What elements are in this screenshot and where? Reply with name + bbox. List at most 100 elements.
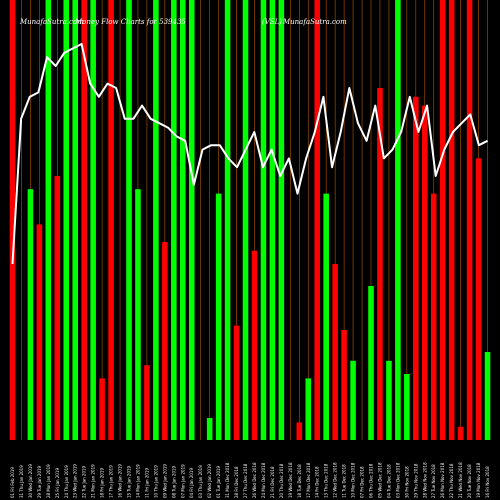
flow-bar <box>251 250 258 440</box>
symbol-label: (VSL) <box>262 18 282 26</box>
flow-bar <box>296 422 303 440</box>
flow-bar <box>126 0 132 440</box>
x-tick-label: 25 Fri Jan 2019 <box>55 468 60 498</box>
x-tick-label: 28 Mon Jan 2019 <box>46 464 51 498</box>
x-tick-label: 21 Fri Dec 2018 <box>270 466 275 498</box>
x-tick-label: 16 Wed Jan 2019 <box>118 464 123 498</box>
x-tick-label: 07 Fri Dec 2018 <box>360 466 365 498</box>
flow-bar <box>260 0 267 440</box>
flow-bar <box>171 0 177 440</box>
x-tick-label: 24 Thu Jan 2019 <box>64 465 69 498</box>
flow-bar <box>422 105 428 440</box>
x-tick-label: 02 Wed Jan 2019 <box>207 464 212 498</box>
flow-bar <box>466 0 473 440</box>
x-tick-label: 11 Fri Jan 2019 <box>144 468 149 498</box>
flow-bar <box>27 189 34 440</box>
x-tick-label: 01 Fri Feb 2019 <box>10 467 15 498</box>
x-tick-label: 08 Tue Jan 2019 <box>171 465 176 498</box>
chart-title: Money Flow Charts for 539435 <box>74 18 186 26</box>
x-tick-label: 26 Mon Nov 2018 <box>440 462 445 498</box>
x-tick-label: 09 Wed Jan 2019 <box>162 464 167 498</box>
x-tick-label: 29 Tue Jan 2019 <box>37 465 42 498</box>
x-tick-label: 13 Thu Dec 2018 <box>324 463 329 498</box>
flow-bar <box>404 374 410 440</box>
x-tick-label: 10 Mon Dec 2018 <box>351 462 356 498</box>
flow-bar <box>475 158 482 440</box>
flow-bar <box>144 365 150 440</box>
x-tick-label: 12 Wed Dec 2018 <box>333 462 338 498</box>
x-tick-label: 04 Fri Jan 2019 <box>189 468 194 498</box>
flow-bar <box>439 0 446 440</box>
x-tick-label: 06 Thu Dec 2018 <box>369 463 374 498</box>
x-tick-label: 19 Mon Nov 2018 <box>476 462 481 498</box>
x-tick-label: 29 Thu Nov 2018 <box>413 463 418 498</box>
x-tick-label: 03 Mon Dec 2018 <box>395 462 400 498</box>
flow-bar <box>224 0 231 440</box>
x-tick-label: 19 Wed Dec 2018 <box>288 462 293 498</box>
x-tick-label: 03 Thu Jan 2019 <box>198 465 203 498</box>
flow-bar <box>413 96 419 441</box>
x-tick-label: 04 Tue Dec 2018 <box>386 464 391 498</box>
x-tick-label: 16 Fri Nov 2018 <box>485 466 490 498</box>
flow-bar <box>135 189 141 440</box>
x-tick-label: 30 Wed Jan 2019 <box>28 464 33 498</box>
flow-bar <box>54 176 61 440</box>
x-tick-label: 27 Tue Nov 2018 <box>431 464 436 498</box>
flow-bar <box>484 352 491 440</box>
x-tick-label: 20 Thu Dec 2018 <box>279 463 284 498</box>
flow-bar <box>90 0 96 440</box>
x-tick-label: 17 Thu Jan 2019 <box>109 465 114 498</box>
flow-bar <box>99 378 105 440</box>
x-tick-label: 17 Mon Dec 2018 <box>306 462 311 498</box>
flow-bar <box>72 0 78 440</box>
x-tick-label: 31 Thu Jan 2019 <box>19 465 24 498</box>
x-tick-labels: 01 Fri Feb 2019 31 Thu Jan 2019 30 Wed Jan… <box>10 462 490 498</box>
x-tick-label: 11 Tue Dec 2018 <box>342 464 347 498</box>
flow-bar <box>269 0 276 440</box>
x-tick-label: 28 Fri Dec 2018 <box>234 466 239 498</box>
flow-bar <box>386 360 392 440</box>
flow-bar <box>206 418 213 440</box>
flow-bar <box>180 0 186 440</box>
flow-bar <box>63 0 70 440</box>
flow-bar <box>45 0 52 440</box>
flow-bar <box>153 0 159 440</box>
x-tick-label: 28 Wed Nov 2018 <box>422 462 427 498</box>
flow-bar <box>332 264 338 440</box>
x-tick-label: 18 Tue Dec 2018 <box>297 464 302 498</box>
x-tick-label: 24 Mon Dec 2018 <box>261 462 266 498</box>
flow-bar <box>278 0 285 440</box>
x-tick-label: 20 Tue Nov 2018 <box>467 464 472 498</box>
x-tick-label: 01 Tue Jan 2019 <box>216 465 221 498</box>
money-flow-line <box>11 43 488 265</box>
x-tick-label: 31 Mon Dec 2018 <box>225 462 230 498</box>
flow-bar <box>448 0 455 440</box>
flow-bar <box>162 242 168 440</box>
x-tick-label: 26 Wed Dec 2018 <box>252 462 257 498</box>
flow-bar <box>108 0 114 440</box>
money-flow-bars <box>9 0 491 441</box>
flow-bar <box>305 378 312 440</box>
x-tick-label: 14 Fri Dec 2018 <box>315 466 320 498</box>
flow-bar <box>430 193 437 440</box>
flow-bar <box>377 88 383 440</box>
flow-bar <box>36 224 43 440</box>
x-tick-label: 10 Thu Jan 2019 <box>153 465 158 498</box>
flow-bar <box>368 286 374 440</box>
x-tick-label: 15 Tue Jan 2019 <box>127 465 132 498</box>
x-tick-label: 21 Mon Jan 2019 <box>91 464 96 498</box>
flow-bar <box>350 360 356 440</box>
x-tick-label: 05 Wed Dec 2018 <box>377 462 382 498</box>
x-tick-label: 23 Wed Jan 2019 <box>73 464 78 498</box>
flow-bar <box>323 193 329 440</box>
x-tick-label: 21 Wed Nov 2018 <box>458 462 463 498</box>
x-tick-label: 30 Fri Nov 2018 <box>404 466 409 498</box>
x-tick-label: 18 Fri Jan 2019 <box>100 468 105 498</box>
flow-bar <box>457 426 464 440</box>
x-tick-label: 27 Thu Dec 2018 <box>243 463 248 498</box>
flow-bar <box>242 0 249 440</box>
flow-bar <box>314 0 320 440</box>
flow-bar <box>188 0 195 440</box>
x-tick-label: 07 Mon Jan 2019 <box>180 464 185 498</box>
